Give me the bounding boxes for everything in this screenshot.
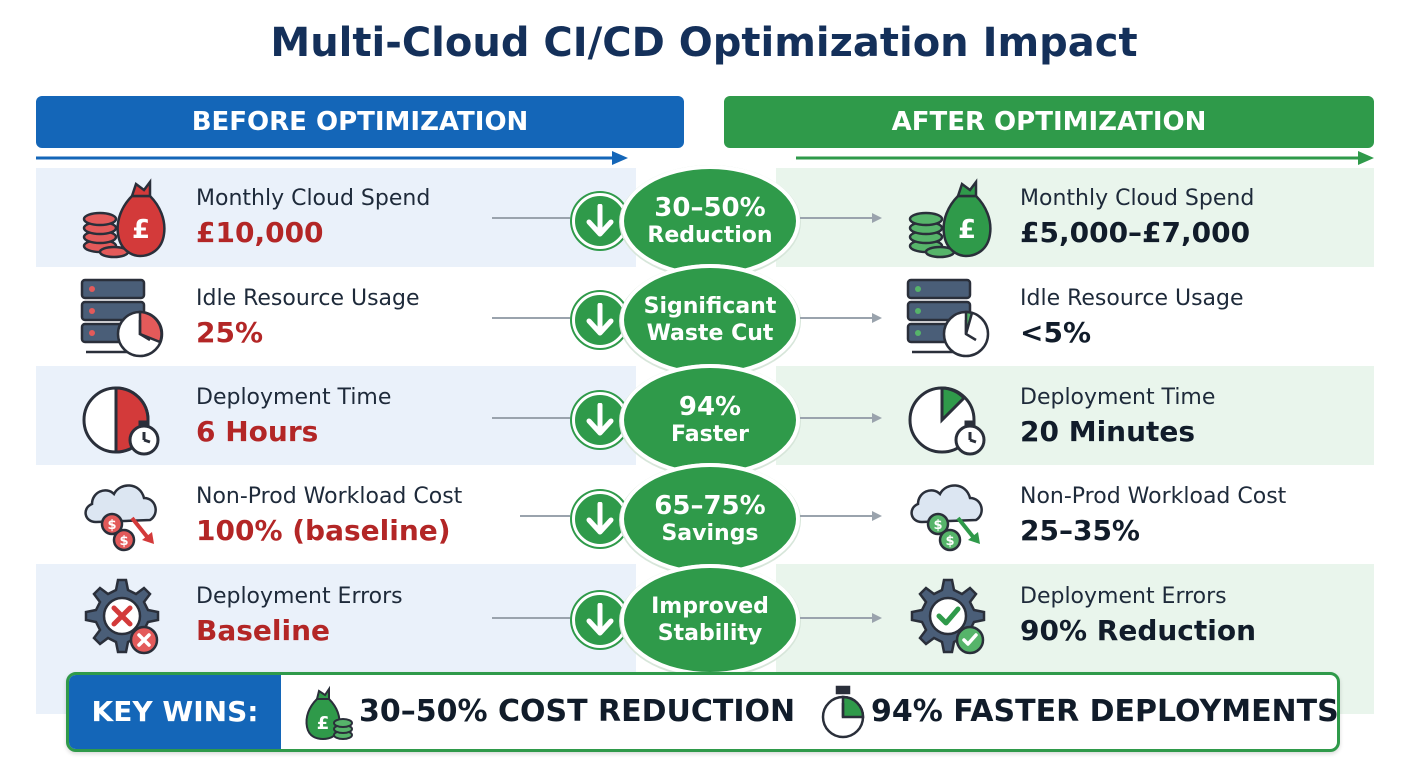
- connector-arrow: [800, 313, 882, 323]
- metric-label-deploy-time-after: Deployment Time: [1020, 385, 1216, 410]
- svg-text:£: £: [317, 713, 330, 734]
- connector-arrow: [492, 417, 570, 419]
- svg-text:$: $: [933, 518, 942, 533]
- badge-line2: Waste Cut: [646, 321, 774, 346]
- stopwatch-icon: [908, 386, 986, 456]
- metric-value-errors-before: Baseline: [196, 614, 331, 647]
- page-title: Multi-Cloud CI/CD Optimization Impact: [270, 20, 1138, 66]
- connector-arrow: [800, 213, 882, 223]
- svg-text:£: £: [958, 215, 976, 245]
- stopwatch-icon: [821, 685, 865, 739]
- before-header-arrow: [36, 151, 628, 165]
- metric-value-errors-after: 90% Reduction: [1020, 614, 1257, 647]
- server-clock-icon: [80, 278, 164, 358]
- connector-arrow: [492, 617, 570, 619]
- connector-arrow: [800, 613, 882, 623]
- money-bag-coins-icon: £: [908, 178, 992, 259]
- down-arrow-icon: [572, 392, 628, 448]
- gear-error-icon: [84, 578, 160, 655]
- metric-value-nonprod-before: 100% (baseline): [196, 514, 451, 547]
- after-header-arrow: [796, 151, 1374, 165]
- connector-arrow: [800, 511, 882, 521]
- metric-value-idle-after: <5%: [1020, 316, 1091, 349]
- badge-line1: 65–75%: [654, 491, 766, 521]
- metric-label-deploy-time-before: Deployment Time: [196, 385, 392, 410]
- badge-line2: Savings: [661, 521, 759, 546]
- svg-text:£: £: [132, 215, 150, 245]
- before-header: BEFORE OPTIMIZATION: [36, 96, 684, 148]
- svg-text:$: $: [107, 518, 116, 533]
- metric-label-idle-after: Idle Resource Usage: [1020, 286, 1244, 311]
- key-wins-bar: KEY WINS: £ 30–50% COST REDUCTION 94% FA…: [66, 672, 1340, 752]
- metric-value-idle-before: 25%: [196, 316, 264, 349]
- metric-value-deploy-time-after: 20 Minutes: [1020, 415, 1196, 448]
- metric-label-monthly-spend-before: Monthly Cloud Spend: [196, 186, 431, 211]
- improvement-badge: Significant Waste Cut: [620, 264, 800, 376]
- key-win-speed: 94% FASTER DEPLOYMENTS: [871, 694, 1339, 729]
- connector-arrow: [520, 515, 570, 517]
- cloud-cost-down-icon: $ $: [84, 484, 157, 552]
- badge-line1: 30–50%: [654, 193, 766, 223]
- improvement-badge: 94% Faster: [620, 364, 800, 476]
- metric-value-deploy-time-before: 6 Hours: [196, 415, 319, 448]
- metric-label-idle-before: Idle Resource Usage: [196, 286, 420, 311]
- server-clock-icon: [906, 278, 990, 358]
- svg-text:$: $: [119, 534, 128, 549]
- metric-value-monthly-spend-before: £10,000: [196, 216, 324, 249]
- badge-line2: Faster: [671, 422, 749, 447]
- after-header: AFTER OPTIMIZATION: [724, 96, 1374, 148]
- improvement-badge: 65–75% Savings: [620, 463, 800, 575]
- key-win-cost: 30–50% COST REDUCTION: [359, 694, 796, 729]
- badge-line1: Improved: [651, 594, 769, 619]
- improvement-badge: Improved Stability: [620, 564, 800, 676]
- down-arrow-icon: [572, 193, 628, 249]
- money-bag-coins-icon: £: [305, 685, 353, 741]
- badge-line2: Stability: [657, 621, 763, 646]
- money-bag-coins-icon: £: [82, 178, 166, 259]
- badge-line2: Reduction: [647, 223, 773, 248]
- badge-line1: 94%: [678, 392, 742, 422]
- metric-label-nonprod-before: Non-Prod Workload Cost: [196, 484, 463, 509]
- key-wins-label: KEY WINS:: [69, 675, 281, 749]
- metric-label-monthly-spend-after: Monthly Cloud Spend: [1020, 186, 1255, 211]
- stopwatch-icon: [82, 386, 160, 456]
- cloud-cost-down-icon: $ $: [910, 484, 983, 552]
- connector-arrow: [492, 217, 570, 219]
- metric-value-nonprod-after: 25–35%: [1020, 514, 1140, 547]
- badge-line1: Significant: [643, 294, 777, 319]
- gear-check-icon: [910, 578, 986, 655]
- svg-text:$: $: [945, 534, 954, 549]
- metric-value-monthly-spend-after: £5,000–£7,000: [1020, 216, 1251, 249]
- metric-label-errors-before: Deployment Errors: [196, 584, 403, 609]
- connector-arrow: [800, 413, 882, 423]
- metric-label-nonprod-after: Non-Prod Workload Cost: [1020, 484, 1287, 509]
- metric-label-errors-after: Deployment Errors: [1020, 584, 1227, 609]
- improvement-badge: 30–50% Reduction: [620, 165, 800, 277]
- connector-arrow: [492, 317, 570, 319]
